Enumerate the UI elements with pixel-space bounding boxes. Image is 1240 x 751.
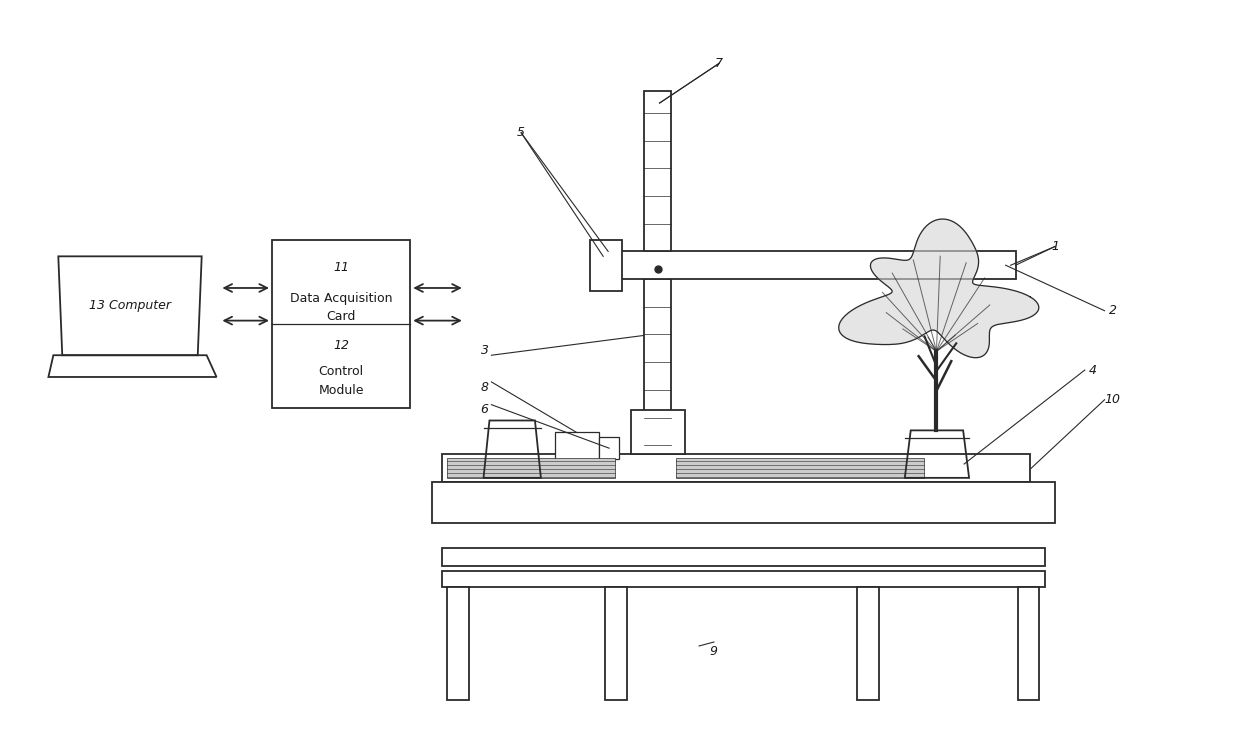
Bar [441,454,1030,482]
Text: 6: 6 [481,403,489,416]
Text: 11: 11 [334,261,350,273]
Bar [608,252,1016,279]
Text: Control: Control [319,364,363,378]
Bar [644,91,671,454]
Text: 13 Computer: 13 Computer [89,300,171,312]
Bar [441,548,1045,566]
Bar [590,240,622,291]
Bar [446,587,469,701]
Text: 3: 3 [481,344,489,357]
Bar [605,587,627,701]
Bar [446,458,615,478]
Text: 12: 12 [334,339,350,351]
Bar [676,458,924,478]
Text: 7: 7 [715,57,723,70]
Bar [857,587,879,701]
Bar [272,240,410,408]
Bar [554,433,599,464]
Text: 1: 1 [1052,240,1059,253]
Bar [441,571,1045,587]
Text: 5: 5 [517,126,525,139]
Bar [631,409,686,454]
Text: Card: Card [326,310,356,323]
Polygon shape [838,219,1039,357]
Bar [432,482,1055,523]
Bar [1018,587,1039,701]
Text: 4: 4 [1089,363,1096,376]
Text: 2: 2 [1109,304,1116,317]
Text: Module: Module [319,385,363,397]
Bar [599,437,619,459]
Text: Data Acquisition: Data Acquisition [290,292,392,306]
Text: 9: 9 [711,645,718,659]
Text: 10: 10 [1105,394,1121,406]
Text: 8: 8 [481,382,489,394]
